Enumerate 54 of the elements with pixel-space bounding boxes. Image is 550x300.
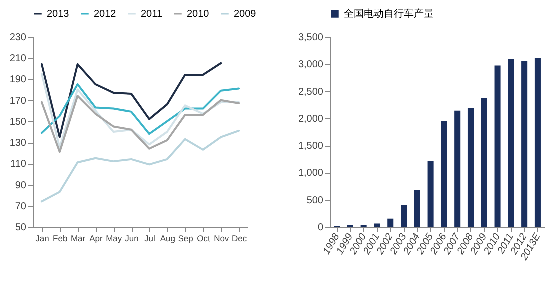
y-tick-label: 70 [15,201,27,212]
line-series [40,62,222,138]
bar [428,161,434,227]
x-tick-label: Nov [214,234,230,244]
y-tick-label: 1,500 [298,141,324,152]
y-tick-label: 210 [10,54,27,65]
legend-label: 2010 [187,9,210,20]
legend-label: 2011 [141,9,163,20]
bar [414,190,420,227]
x-tick-label: Feb [53,234,68,244]
bar [522,61,528,227]
x-tick-label: Jun [125,234,140,244]
y-tick-label: 500 [306,195,324,206]
x-tick-label: Dec [232,234,248,244]
y-tick-label: 3,000 [298,60,324,71]
line-series [40,95,240,154]
x-tick-label: Mar [70,234,86,244]
legend-label: 全国电动自行车产量 [344,8,434,20]
bar [508,59,514,227]
x-tick-label: Oct [197,234,211,244]
x-tick-label: Jan [36,234,50,244]
bar [441,121,448,227]
y-tick-label: 1,000 [298,168,324,180]
bar [400,205,408,227]
y-tick-label: 130 [10,138,27,150]
line-series [40,130,240,203]
y-tick-label: 2,000 [298,114,324,125]
bar [468,108,474,227]
y-tick-label: 150 [10,116,27,128]
y-tick-label: 190 [10,74,27,86]
bar [388,218,394,227]
bar [454,110,461,227]
y-tick-label: 0 [318,222,324,234]
y-tick-label: 3,500 [298,32,324,44]
bar [481,98,488,227]
x-tick-label: Apr [90,234,103,244]
legend-label: 2009 [234,9,257,20]
x-tick-label: Sep [178,234,194,244]
x-tick-label: Aug [160,234,176,244]
line-series [40,72,240,149]
legend-label: 2012 [94,9,117,20]
y-tick-label: 110 [10,159,27,170]
x-tick-label: Jul [144,234,156,244]
x-tick-label: May [106,234,123,244]
y-tick-label: 50 [15,222,27,234]
y-tick-label: 90 [15,180,27,192]
bar [374,224,380,227]
bar [534,58,541,227]
legend-label: 2013 [47,9,70,20]
y-tick-label: 230 [10,32,27,44]
line-series [40,84,240,136]
y-tick-label: 2,500 [298,86,324,98]
y-tick-label: 170 [10,96,27,107]
bar [494,66,501,227]
